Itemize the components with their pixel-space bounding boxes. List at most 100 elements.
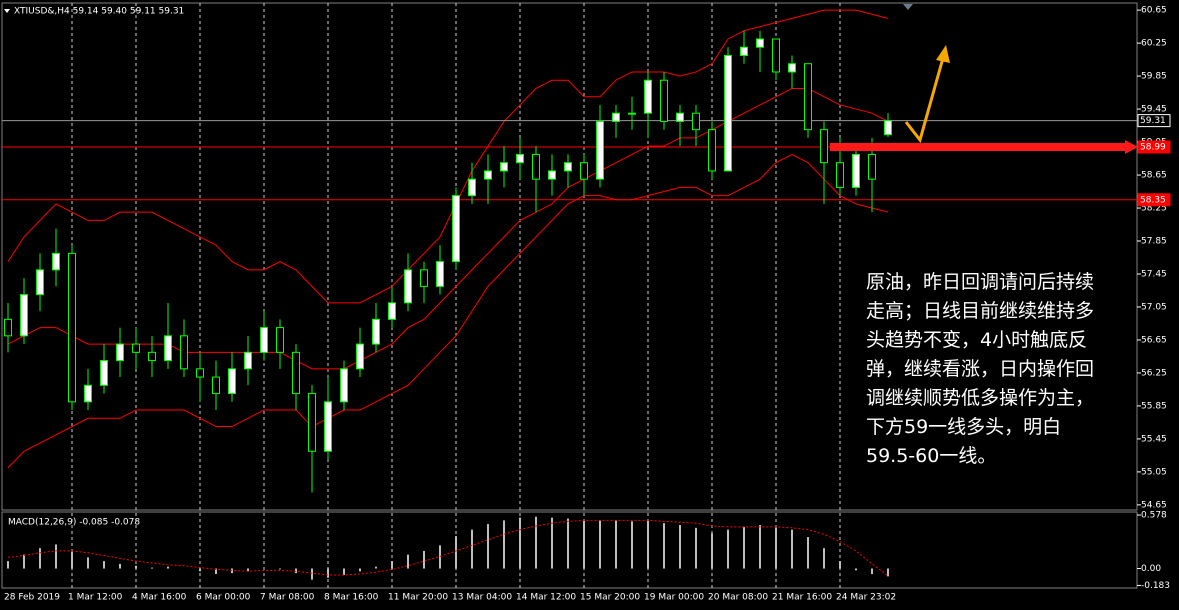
orange-arrow [904, 57, 945, 144]
y-tick-label: 57.45 [1141, 269, 1167, 279]
bollinger-lower [7, 153, 889, 469]
x-tick-label: 8 Mar 16:00 [324, 593, 379, 603]
x-tick-label: 1 Mar 12:00 [68, 593, 123, 603]
candle-body [68, 252, 76, 403]
candle-body [644, 79, 652, 114]
candle-body [212, 376, 220, 395]
candle-body [372, 318, 380, 345]
candle-body [228, 368, 236, 395]
x-tick-label: 11 Mar 20:00 [388, 593, 448, 603]
y-tick-label: 56.65 [1141, 335, 1167, 345]
candle-body [868, 153, 876, 180]
candle-body [292, 351, 300, 395]
candle-body [676, 112, 684, 122]
candle-body [532, 153, 540, 180]
y-tick-label: 57.85 [1141, 237, 1167, 247]
candle-body [340, 368, 348, 403]
price-panel-frame [1, 2, 1138, 511]
annotation-text: 原油，昨日回调请问后持续走高；日线目前继续维持多头趋势不变，4小时触底反弹，继续… [866, 271, 1095, 467]
candle-body [324, 401, 332, 452]
candle-body [356, 343, 364, 370]
menu-triangle[interactable] [4, 9, 10, 13]
candle-body [756, 38, 764, 48]
candle-body [388, 302, 396, 320]
candle-body [164, 335, 172, 362]
x-tick-label: 7 Mar 08:00 [260, 593, 315, 603]
candle-body [132, 343, 140, 353]
x-tick-label: 19 Mar 00:00 [644, 593, 704, 603]
y-tick-label: 0.00 [1141, 564, 1161, 574]
candle-body [148, 351, 156, 362]
y-tick-label: 60.25 [1141, 39, 1167, 49]
y-tick-label: 58.65 [1141, 171, 1167, 181]
candle-body [500, 162, 508, 172]
x-tick-label: 15 Mar 20:00 [580, 593, 640, 603]
candle-body [628, 112, 636, 115]
candle-body [740, 46, 748, 56]
candle-body [548, 170, 556, 180]
candle-body [180, 335, 188, 370]
price-tag [1137, 114, 1171, 128]
candle-body [660, 79, 668, 122]
candle-body [580, 162, 588, 180]
price-tag-label: 58.99 [1140, 143, 1166, 153]
x-tick-label: 4 Mar 16:00 [132, 593, 187, 603]
chart-title: XTIUSD&,H4 59.14 59.40 59.11 59.31 [14, 7, 184, 17]
x-tick-label: 20 Mar 08:00 [708, 593, 768, 603]
y-tick-label: 56.25 [1141, 368, 1167, 378]
y-tick-label: 55.85 [1141, 401, 1167, 411]
candle-body [36, 269, 44, 296]
price-tag [1137, 140, 1171, 154]
price-tag-label: 59.31 [1140, 116, 1166, 126]
candle-body [820, 129, 828, 164]
candle-body [436, 261, 444, 287]
annotation-arrows [830, 45, 1138, 154]
candle-body [100, 360, 108, 386]
candle-body [772, 38, 780, 73]
x-tick-label: 21 Mar 16:00 [772, 593, 832, 603]
y-tick-label: 59.85 [1141, 72, 1167, 82]
candle-body [20, 294, 28, 337]
candle-body [116, 343, 124, 362]
macd-signal [7, 519, 889, 577]
candle-body [404, 269, 412, 304]
candle-body [468, 178, 476, 197]
y-tick-label: 54.65 [1141, 500, 1167, 510]
candle-body [692, 112, 700, 131]
x-tick-label: 6 Mar 00:00 [196, 593, 251, 603]
y-tick-label: 55.45 [1141, 434, 1167, 444]
x-tick-label: 24 Mar 23:02 [836, 593, 896, 603]
candle-body [308, 393, 316, 452]
orange-arrowhead [936, 45, 950, 63]
candle-body [484, 170, 492, 180]
y-tick-label: 57.05 [1141, 302, 1167, 312]
y-tick-label: 59.45 [1141, 105, 1167, 115]
candle-body [276, 327, 284, 353]
candle-body [516, 153, 524, 164]
candle-body [420, 269, 428, 287]
candle-body [196, 368, 204, 378]
candle-body [788, 63, 796, 73]
candle-body [84, 384, 92, 403]
candle-body [244, 351, 252, 370]
y-tick-label: -0.183 [1141, 581, 1170, 591]
y-tick-label: 0.578 [1141, 511, 1167, 521]
y-tick-label: 60.65 [1141, 6, 1167, 16]
candle-body [804, 63, 812, 131]
x-tick-label: 14 Mar 12:00 [516, 593, 576, 603]
candle-body [596, 120, 604, 180]
candle-body [708, 129, 716, 172]
x-tick-label: 28 Feb 2019 [4, 593, 60, 603]
candle-body [852, 153, 860, 188]
macd-panel-frame [1, 511, 1138, 589]
x-tick-label: 13 Mar 04:00 [452, 593, 512, 603]
candle-body [52, 252, 60, 271]
candle-body [884, 120, 892, 136]
bollinger-upper [7, 9, 889, 304]
candle-body [724, 54, 732, 172]
bollinger-middle [7, 87, 889, 370]
macd-title: MACD(12,26,9) -0.085 -0.078 [8, 518, 140, 528]
shift-marker [903, 4, 913, 10]
